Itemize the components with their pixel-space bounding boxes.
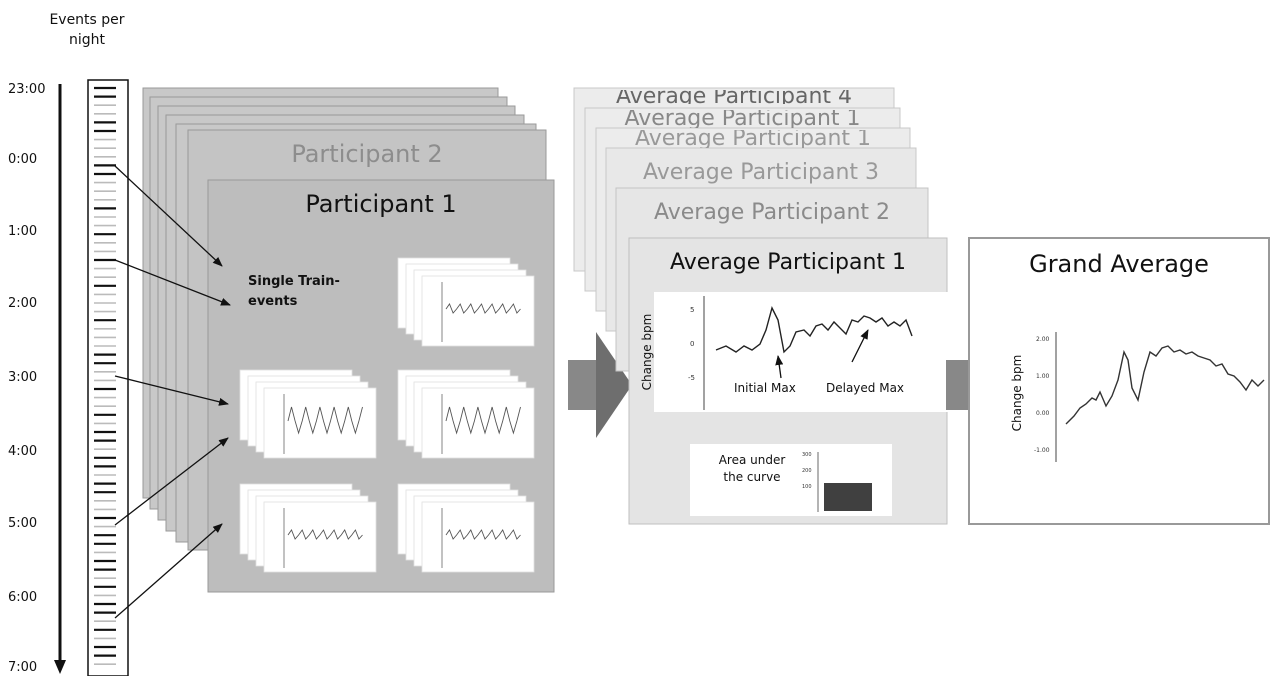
average-chart-line [715, 306, 913, 354]
thumbnail-trace [445, 303, 521, 314]
initial-max-arrow [775, 355, 784, 379]
average-participant-1-title: Average Participant 1 [669, 250, 907, 275]
timeline-header: Events per night [49, 12, 125, 48]
event-arrow [114, 523, 223, 619]
average-sheet-stack [573, 87, 950, 525]
grand-average-line [1065, 345, 1265, 425]
grand-average-ytick: 0.00 [1036, 410, 1050, 417]
thumbnail-page [263, 501, 377, 573]
participant-1-title: Participant 1 [305, 190, 457, 218]
grand-average-title: Grand Average [1029, 250, 1209, 278]
thumbnail-trace [445, 529, 521, 540]
event-arrow [114, 437, 229, 526]
time-label: 5:00 [8, 516, 38, 531]
time-label: 1:00 [8, 224, 38, 239]
thumbnail-page [421, 387, 535, 459]
single-train-label: Single Train- events [248, 274, 340, 309]
time-label: 6:00 [8, 590, 38, 605]
time-label: 7:00 [8, 660, 38, 675]
delayed-max-label: Delayed Max [826, 381, 905, 395]
area-ytick: 300 [802, 452, 812, 458]
event-arrow [114, 375, 229, 406]
area-label: Area under the curve [718, 453, 786, 484]
event-arrow [114, 165, 223, 267]
thumbnail-page [263, 387, 377, 459]
time-label: 4:00 [8, 444, 38, 459]
grand-average-ytick: 2.00 [1036, 336, 1050, 343]
grand-average-ytick: 1.00 [1036, 373, 1050, 380]
average-back-title-3: Average Participant 1 [634, 130, 872, 148]
average-back-title-1: Average Participant 4 [615, 90, 853, 104]
thumbnail-trace [287, 529, 363, 540]
time-label: 2:00 [8, 296, 38, 311]
time-label: 23:00 [8, 82, 46, 97]
average-participant-2-title: Average Participant 2 [653, 200, 891, 225]
average-back-title-2: Average Participant 1 [624, 110, 861, 128]
block-arrow-1 [568, 332, 632, 438]
delayed-max-arrow [851, 329, 869, 363]
area-bar [824, 483, 872, 511]
event-ticks [94, 86, 116, 666]
event-arrows [114, 165, 231, 619]
thumbnail-trace [445, 406, 521, 435]
time-axis-arrowhead [54, 660, 66, 674]
single-event-thumbnails [239, 257, 535, 573]
area-ytick: 100 [802, 484, 812, 490]
average-chart-ytick: 5 [690, 306, 695, 314]
average-chart-ytick: -5 [688, 374, 695, 382]
thumbnail-page [421, 275, 535, 347]
area-ytick: 200 [802, 468, 812, 474]
grand-average-panel [968, 237, 1270, 525]
participant-2-title: Participant 2 [291, 140, 443, 168]
grand-average-box [968, 237, 1270, 525]
thumbnail-trace [287, 406, 363, 435]
average-chart-panel [654, 292, 950, 412]
initial-max-label: Initial Max [734, 381, 796, 395]
time-label: 0:00 [8, 152, 38, 167]
average-chart-ytick: 0 [690, 340, 695, 348]
thumbnail-page [421, 501, 535, 573]
grand-average-ytick: -1.00 [1034, 447, 1050, 454]
time-label: 3:00 [8, 370, 38, 385]
event-arrow [114, 259, 231, 306]
grand-average-ylabel: Change bpm [1010, 354, 1024, 432]
average-chart-ylabel: Change bpm [640, 313, 654, 391]
average-participant-3-title: Average Participant 3 [642, 160, 880, 185]
